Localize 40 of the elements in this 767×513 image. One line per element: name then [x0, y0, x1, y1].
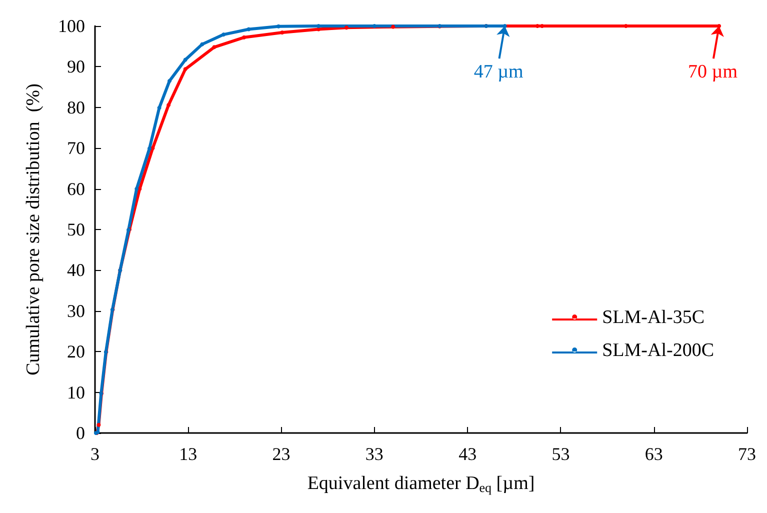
y-tick-label: 40	[67, 260, 85, 280]
x-tick-label: 23	[272, 444, 290, 464]
y-tick-label: 80	[67, 97, 85, 118]
point	[242, 35, 246, 40]
point	[212, 45, 216, 50]
point	[344, 26, 348, 30]
point	[183, 67, 188, 72]
point	[183, 58, 188, 62]
point	[147, 146, 152, 151]
y-axis-title: Cumulative pore size distribution (%)	[23, 84, 44, 376]
y-tick-label: 20	[67, 342, 85, 362]
point	[246, 27, 251, 32]
y-tick-label: 10	[67, 382, 85, 402]
y-tick-label: 0	[76, 423, 85, 443]
point	[96, 422, 101, 427]
y-tick-label: 100	[58, 16, 85, 36]
y-tick-label: 70	[67, 138, 85, 158]
x-tick-label: 3	[90, 444, 100, 464]
annotation: 47 µm	[474, 62, 524, 82]
x-tick-label: 13	[179, 444, 198, 464]
x-tick-label: 33	[365, 444, 384, 464]
y-tick-label: 30	[67, 300, 85, 321]
legend-label: SLM-Al-35C	[602, 307, 705, 328]
legend-label: SLM-Al-200C	[602, 340, 714, 361]
x-tick-label: 43	[458, 444, 477, 464]
y-tick-label: 60	[67, 178, 85, 199]
y-tick-label: 90	[67, 56, 85, 77]
x-tick-label: 63	[644, 444, 663, 464]
point	[222, 32, 226, 37]
point	[134, 186, 139, 191]
x-tick-label: 73	[738, 444, 756, 464]
x-tick-label: 53	[552, 444, 570, 464]
y-tick-label: 50	[67, 220, 85, 240]
point	[157, 106, 162, 110]
point	[166, 102, 171, 107]
point	[200, 42, 204, 46]
annotation: 70 µm	[688, 62, 738, 82]
point	[280, 30, 284, 35]
point	[168, 78, 172, 83]
point	[391, 24, 396, 29]
